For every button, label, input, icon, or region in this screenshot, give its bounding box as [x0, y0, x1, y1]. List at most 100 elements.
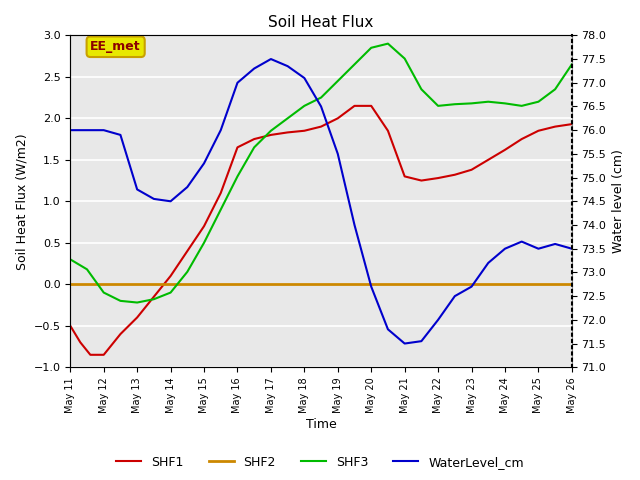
WaterLevel_cm [451, 293, 459, 299]
SHF3 [417, 86, 425, 92]
WaterLevel_cm [317, 104, 325, 109]
SHF3 [551, 86, 559, 92]
WaterLevel_cm [150, 196, 157, 202]
SHF2 [133, 281, 141, 287]
SHF3 [534, 99, 542, 105]
Y-axis label: Soil Heat Flux (W/m2): Soil Heat Flux (W/m2) [15, 133, 28, 270]
Legend: SHF1, SHF2, SHF3, WaterLevel_cm: SHF1, SHF2, SHF3, WaterLevel_cm [111, 451, 529, 474]
SHF2 [267, 281, 275, 287]
WaterLevel_cm [367, 284, 375, 289]
SHF1 [267, 132, 275, 138]
SHF3 [367, 45, 375, 51]
SHF1 [484, 157, 492, 163]
SHF1 [351, 103, 358, 109]
Title: Soil Heat Flux: Soil Heat Flux [268, 15, 374, 30]
WaterLevel_cm [250, 66, 258, 72]
SHF3 [384, 41, 392, 47]
SHF3 [451, 101, 459, 107]
SHF1 [534, 128, 542, 133]
WaterLevel_cm [116, 132, 124, 138]
SHF2 [67, 281, 74, 287]
SHF1 [133, 314, 141, 320]
SHF3 [267, 128, 275, 133]
SHF1 [317, 124, 325, 130]
WaterLevel_cm [551, 241, 559, 247]
SHF1 [518, 136, 525, 142]
WaterLevel_cm [200, 160, 208, 166]
SHF1 [250, 136, 258, 142]
SHF3 [301, 103, 308, 109]
SHF3 [501, 100, 509, 106]
SHF1 [451, 172, 459, 178]
SHF1 [568, 121, 576, 127]
SHF2 [568, 281, 576, 287]
SHF3 [468, 100, 476, 106]
WaterLevel_cm [217, 127, 225, 133]
SHF3 [116, 298, 124, 304]
SHF1 [234, 144, 241, 150]
SHF1 [551, 124, 559, 130]
SHF2 [401, 281, 408, 287]
SHF3 [184, 269, 191, 275]
SHF3 [334, 78, 342, 84]
SHF1 [367, 103, 375, 109]
SHF1 [401, 173, 408, 179]
SHF1 [200, 223, 208, 229]
WaterLevel_cm [284, 63, 291, 69]
SHF1 [167, 273, 175, 279]
WaterLevel_cm [86, 127, 94, 133]
SHF1 [417, 178, 425, 183]
WaterLevel_cm [100, 127, 108, 133]
SHF3 [234, 173, 241, 179]
SHF1 [435, 175, 442, 181]
WaterLevel_cm [76, 127, 84, 133]
SHF1 [384, 128, 392, 133]
WaterLevel_cm [351, 222, 358, 228]
SHF3 [217, 207, 225, 213]
Line: WaterLevel_cm: WaterLevel_cm [70, 59, 572, 344]
WaterLevel_cm [133, 187, 141, 192]
SHF1 [116, 331, 124, 337]
SHF3 [200, 240, 208, 246]
SHF1 [334, 115, 342, 121]
SHF3 [250, 144, 258, 150]
Y-axis label: Water level (cm): Water level (cm) [612, 149, 625, 253]
SHF1 [468, 167, 476, 173]
SHF1 [86, 352, 94, 358]
Text: EE_met: EE_met [90, 40, 141, 53]
SHF1 [301, 128, 308, 133]
WaterLevel_cm [167, 198, 175, 204]
SHF1 [184, 248, 191, 254]
WaterLevel_cm [384, 326, 392, 332]
WaterLevel_cm [301, 75, 308, 81]
WaterLevel_cm [417, 338, 425, 344]
WaterLevel_cm [568, 246, 576, 252]
SHF2 [534, 281, 542, 287]
SHF3 [401, 56, 408, 61]
WaterLevel_cm [234, 80, 241, 85]
SHF2 [334, 281, 342, 287]
SHF3 [83, 266, 91, 272]
SHF1 [501, 147, 509, 153]
WaterLevel_cm [518, 239, 525, 244]
SHF1 [284, 130, 291, 135]
SHF1 [100, 352, 108, 358]
Line: SHF3: SHF3 [70, 44, 572, 302]
SHF2 [468, 281, 476, 287]
SHF3 [351, 61, 358, 67]
SHF3 [484, 99, 492, 105]
WaterLevel_cm [435, 317, 442, 323]
SHF1 [76, 339, 84, 345]
X-axis label: Time: Time [306, 419, 337, 432]
SHF3 [100, 290, 108, 296]
Line: SHF1: SHF1 [70, 106, 572, 355]
SHF1 [217, 190, 225, 196]
SHF3 [150, 296, 157, 302]
WaterLevel_cm [501, 246, 509, 252]
SHF3 [317, 95, 325, 100]
WaterLevel_cm [401, 341, 408, 347]
SHF3 [518, 103, 525, 109]
SHF3 [133, 300, 141, 305]
WaterLevel_cm [334, 151, 342, 157]
SHF3 [167, 290, 175, 296]
